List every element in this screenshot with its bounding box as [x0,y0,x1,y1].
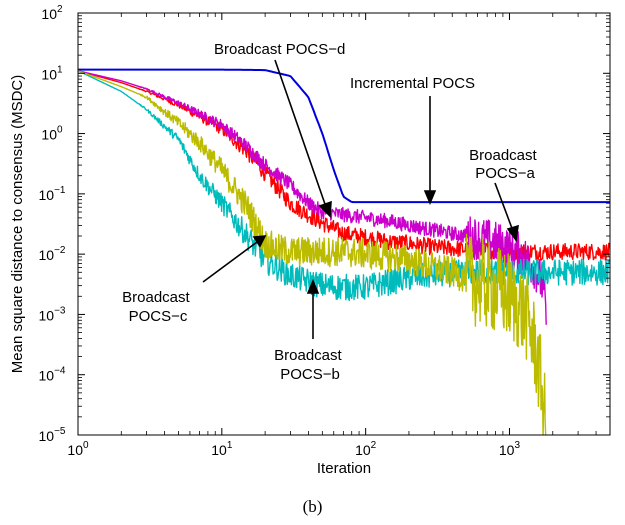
annotation-b-line2: POCS−b [280,366,340,383]
annotation-d-line1: Broadcast POCS−d [214,41,345,58]
x-tick-label: 101 [211,440,233,458]
y-tick-label: 10−1 [39,185,66,203]
annotation-broadcast-pocs-c: Broadcast POCS−c [122,289,194,325]
x-tick-label: 100 [67,440,89,458]
ticks-layer: 100 101 102 103 10−5 10−4 10−3 10−2 10−1 100 101 10… [39,4,610,458]
figure-caption: (b) [302,497,323,516]
annotation-layer: Broadcast POCS−d Incremental POCS Broadc… [122,41,541,383]
arrow-c-head [252,235,267,248]
annotation-broadcast-pocs-d: Broadcast POCS−d [214,41,345,58]
plot-area [78,13,610,435]
arrow-inc-head [423,190,437,206]
arrow-b-head [306,278,320,294]
annotation-a-line2: POCS−a [475,165,535,182]
series-line-3 [78,70,610,302]
annotation-b-line1: Broadcast [274,347,342,364]
y-tick-label: 102 [41,4,63,22]
arrow-c-shaft [202,241,258,283]
y-tick-label: 101 [41,64,63,82]
annotation-inc-line1: Incremental POCS [350,75,475,92]
plot-frame [77,12,611,436]
y-tick-label: 10−2 [39,245,66,263]
annotation-c-line1: Broadcast [122,289,190,306]
y-axis-label: Mean square distance to consensus (MSDC) [9,75,26,373]
series-line-4 [78,70,547,435]
arrow-d-shaft [274,59,327,208]
y-tick-label: 10−4 [39,366,66,384]
series-line-0 [78,68,610,204]
annotation-a-line1: Broadcast [469,147,537,164]
y-tick-label: 10−3 [39,305,66,323]
annotation-incremental-pocs: Incremental POCS [350,75,475,92]
series-layer [78,68,610,435]
annotation-broadcast-pocs-b: Broadcast POCS−b [274,347,346,383]
arrow-a-head [506,224,519,243]
y-tick-label: 10−5 [39,426,66,444]
arrow-a-shaft [494,182,514,232]
x-axis-label: Iteration [317,460,371,477]
y-tick-label: 100 [41,125,63,143]
annotation-c-line2: POCS−c [129,308,188,325]
series-line-2 [78,70,547,325]
x-tick-label: 103 [499,440,521,458]
x-tick-label: 102 [355,440,377,458]
arrow-d-head [318,200,332,218]
annotation-broadcast-pocs-a: Broadcast POCS−a [469,147,541,182]
